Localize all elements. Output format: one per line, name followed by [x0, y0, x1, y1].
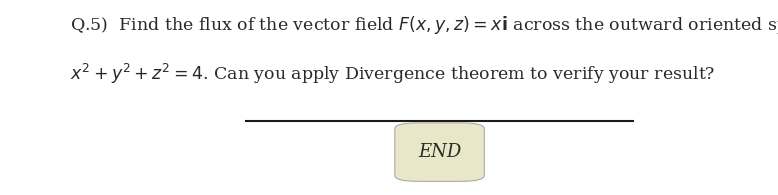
Text: END: END: [418, 143, 461, 161]
Text: $x^2 + y^2 + z^2 = 4$. Can you apply Divergence theorem to verify your result?: $x^2 + y^2 + z^2 = 4$. Can you apply Div…: [70, 62, 716, 87]
FancyBboxPatch shape: [394, 123, 484, 181]
Text: Q.5)  Find the flux of the vector field $F(x, y, z) = x\mathbf{i}$ across the ou: Q.5) Find the flux of the vector field $…: [70, 14, 778, 36]
